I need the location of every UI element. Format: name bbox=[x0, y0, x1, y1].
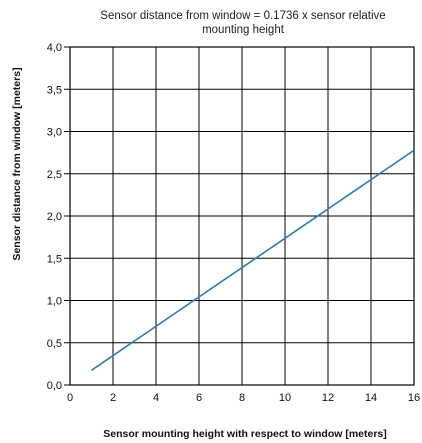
y-axis-label: Sensor distance from window [meters] bbox=[11, 67, 23, 260]
x-tick-labels: 0 2 4 6 8 10 12 14 16 bbox=[67, 392, 420, 404]
x-tick-label: 6 bbox=[196, 392, 202, 404]
y-tick-label: 2,0 bbox=[47, 211, 62, 223]
x-tick-label: 14 bbox=[365, 392, 377, 404]
y-tick-label: 1,0 bbox=[47, 296, 62, 308]
chart-title-line-2: mounting height bbox=[202, 24, 285, 36]
grid bbox=[64, 46, 415, 386]
x-axis-label: Sensor mounting height with respect to w… bbox=[103, 428, 387, 440]
plot-frame bbox=[69, 46, 415, 386]
x-tick-label: 8 bbox=[239, 392, 245, 404]
series-layer bbox=[91, 149, 415, 371]
y-tick-label: 2,5 bbox=[47, 169, 62, 181]
x-tick-label: 16 bbox=[408, 392, 420, 404]
y-tick-label: 0,0 bbox=[47, 380, 62, 392]
y-tick-label: 3,0 bbox=[47, 127, 62, 139]
y-tick-label: 1,5 bbox=[47, 253, 62, 265]
y-tick-label: 4,0 bbox=[47, 42, 62, 54]
x-tick-label: 10 bbox=[279, 392, 291, 404]
x-tick-label: 4 bbox=[153, 392, 159, 404]
y-tick-label: 0,5 bbox=[47, 338, 62, 350]
y-tick-labels: 0,0 0,5 1,0 1,5 2,0 2,5 3,0 3,5 4,0 bbox=[47, 42, 62, 392]
x-tick-label: 0 bbox=[67, 392, 73, 404]
y-tick-label: 3,5 bbox=[47, 84, 62, 96]
x-tick-label: 2 bbox=[110, 392, 116, 404]
plot-border bbox=[69, 46, 415, 386]
series-line bbox=[91, 149, 415, 371]
chart-title-line-1: Sensor distance from window = 0.1736 x s… bbox=[100, 10, 385, 22]
x-tick-label: 12 bbox=[322, 392, 334, 404]
